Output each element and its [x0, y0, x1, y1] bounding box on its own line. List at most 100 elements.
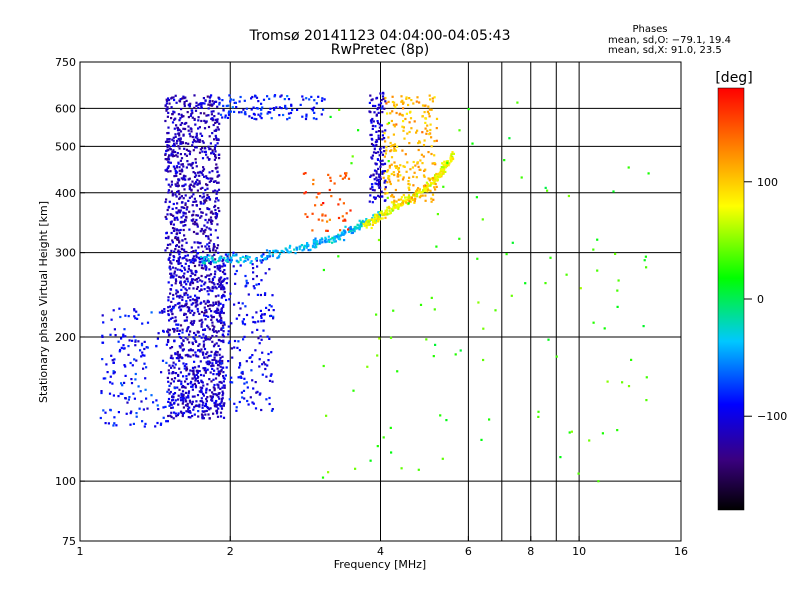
scatter-point	[304, 213, 307, 216]
scatter-point	[112, 361, 115, 364]
scatter-point	[203, 102, 206, 105]
scatter-point	[190, 272, 193, 275]
scatter-point	[284, 104, 287, 107]
scatter-point	[175, 184, 178, 187]
scatter-point	[171, 398, 175, 401]
scatter-point	[202, 374, 205, 377]
scatter-point	[229, 261, 233, 264]
scatter-point	[198, 242, 201, 245]
scatter-point	[365, 222, 368, 226]
scatter-point	[381, 217, 384, 220]
scatter-point	[169, 276, 172, 279]
scatter-point	[218, 209, 221, 213]
scatter-point	[311, 212, 314, 215]
scatter-point	[220, 401, 223, 404]
scatter-point	[213, 146, 217, 149]
scatter-point	[232, 254, 235, 257]
scatter-point	[202, 250, 205, 253]
scatter-point	[282, 250, 285, 254]
scatter-point	[202, 367, 205, 370]
scatter-point	[189, 183, 192, 186]
scatter-point	[217, 128, 220, 131]
scatter-point	[175, 292, 178, 295]
scatter-point	[402, 194, 405, 197]
scatter-point	[199, 112, 202, 115]
scatter-point	[251, 316, 254, 319]
scatter-point	[408, 188, 411, 191]
scatter-point	[214, 180, 217, 183]
scatter-point	[214, 352, 217, 355]
scatter-point	[214, 155, 217, 158]
scatter-point	[196, 225, 199, 228]
scatter-point	[370, 121, 373, 124]
scatter-point	[215, 399, 218, 403]
scatter-point	[361, 221, 364, 224]
scatter-point	[166, 115, 169, 118]
scatter-point	[434, 343, 437, 346]
scatter-point	[395, 165, 398, 168]
scatter-point	[189, 261, 192, 264]
scatter-point	[178, 99, 181, 102]
scatter-point	[173, 227, 176, 230]
scatter-point	[188, 186, 192, 189]
scatter-point	[616, 429, 619, 432]
scatter-point	[206, 184, 209, 187]
scatter-point	[189, 282, 192, 285]
scatter-point	[196, 214, 200, 217]
scatter-point	[237, 301, 240, 304]
scatter-point	[177, 354, 180, 357]
scatter-point	[324, 241, 327, 244]
scatter-point	[191, 323, 194, 326]
scatter-point	[380, 217, 383, 220]
scatter-point	[207, 177, 210, 180]
scatter-point	[146, 346, 149, 349]
scatter-point	[372, 221, 375, 224]
scatter-point	[390, 119, 393, 123]
scatter-point	[205, 387, 208, 390]
scatter-point	[112, 309, 115, 312]
scatter-point	[216, 212, 219, 216]
scatter-point	[174, 267, 177, 270]
scatter-point	[177, 261, 180, 264]
scatter-point	[383, 150, 386, 153]
scatter-point	[215, 136, 218, 140]
scatter-point	[169, 185, 172, 188]
scatter-point	[201, 417, 204, 420]
scatter-point	[224, 116, 227, 119]
scatter-point	[388, 209, 391, 212]
scatter-point	[203, 256, 206, 259]
scatter-point	[189, 163, 192, 166]
scatter-point	[308, 249, 312, 252]
scatter-point	[197, 415, 200, 418]
scatter-point	[190, 320, 193, 323]
scatter-point	[213, 310, 216, 313]
scatter-point	[384, 152, 387, 155]
scatter-point	[170, 117, 173, 120]
scatter-point	[219, 348, 222, 351]
scatter-point	[203, 300, 206, 303]
scatter-point	[381, 213, 384, 216]
scatter-point	[643, 259, 646, 262]
scatter-point	[195, 373, 198, 376]
scatter-point	[135, 359, 138, 362]
scatter-point	[146, 407, 149, 410]
scatter-point	[166, 208, 169, 212]
scatter-point	[211, 285, 214, 289]
scatter-point	[173, 111, 176, 114]
scatter-point	[370, 174, 373, 177]
scatter-point	[169, 317, 172, 320]
scatter-point	[212, 152, 215, 155]
scatter-point	[189, 114, 192, 117]
scatter-point	[182, 397, 185, 400]
scatter-point	[183, 250, 186, 253]
scatter-point	[169, 403, 172, 406]
scatter-point	[208, 278, 211, 281]
scatter-point	[196, 280, 199, 283]
scatter-point	[386, 196, 389, 199]
scatter-point	[269, 107, 272, 110]
scatter-point	[250, 116, 254, 119]
scatter-point	[220, 296, 223, 299]
scatter-point	[383, 181, 386, 184]
scatter-point	[375, 130, 378, 133]
scatter-point	[381, 138, 384, 141]
